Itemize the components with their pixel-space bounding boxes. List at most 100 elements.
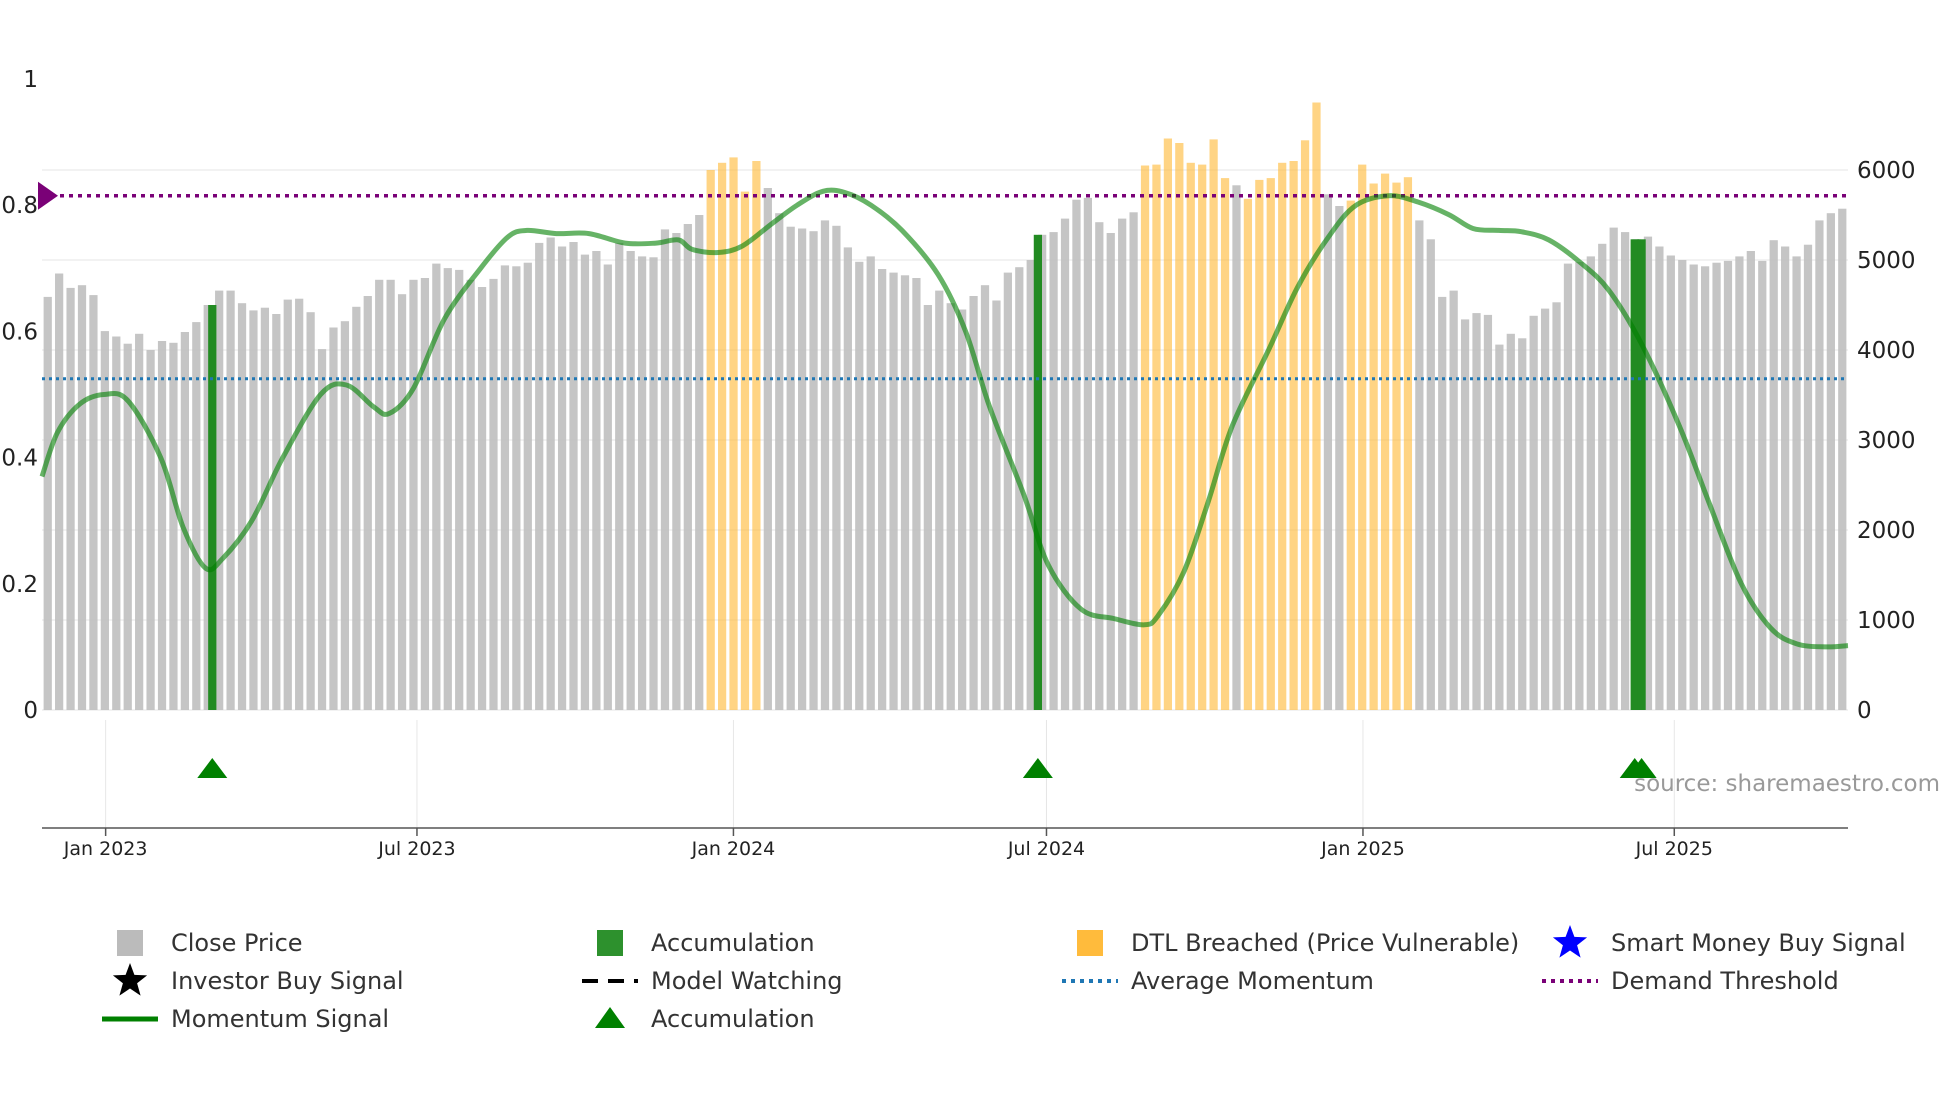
close-price-bar [1758,260,1767,710]
close-price-bar [1323,194,1333,711]
legend-square-icon [597,930,623,956]
close-price-bar [272,314,281,710]
close-price-bar [878,269,887,710]
right-axis-tick-label: 3000 [1857,428,1916,454]
bars-layer [43,102,1847,711]
left-axis-tick-label: 0.2 [1,572,38,598]
close-price-bar [66,287,75,710]
close-price-bar [1575,261,1584,710]
dtl-breached-bar [717,162,727,711]
close-price-bar [900,275,910,710]
close-price-bar [1838,208,1847,710]
legend-label: Demand Threshold [1611,967,1839,995]
legend-item: Average Momentum [1062,967,1374,995]
close-price-bar [649,257,658,710]
close-price-bar [340,321,350,710]
legend-item: DTL Breached (Price Vulnerable) [1077,929,1519,957]
accumulation-triangle-marker [1626,758,1657,778]
close-price-bar [1540,308,1550,710]
close-price-bar [1598,243,1607,711]
accumulation-bar [208,305,217,710]
close-price-bar [477,287,487,710]
close-price-bar [1506,333,1515,710]
close-price-bar [1095,222,1104,710]
close-price-bar [958,309,967,710]
close-price-bar [866,256,875,710]
close-price-bar [946,303,955,710]
dtl-breached-bar [1289,161,1298,710]
close-price-bar [512,266,521,710]
close-price-bar [1552,302,1561,710]
close-price-bar [1129,212,1138,711]
close-price-bar [592,251,601,710]
dtl-breached-bar [1312,102,1321,710]
close-price-bar [683,224,692,710]
close-price-bar [100,331,109,710]
close-price-bar [1426,239,1435,711]
close-price-bar [112,336,121,710]
right-axis-tick-label: 1000 [1857,608,1916,634]
dtl-breached-bar [1369,183,1378,710]
demand-threshold-marker [38,181,58,210]
close-price-bar [237,303,247,710]
legend-label: Investor Buy Signal [171,967,404,995]
close-price-bar [1781,246,1790,710]
close-price-bar [672,233,681,710]
close-price-bar [1438,296,1447,710]
close-price-bar [1655,246,1664,710]
x-axis-tick-label: Jul 2023 [377,838,455,860]
dtl-breached-bar [752,161,761,710]
dtl-breached-bar [1266,178,1275,711]
left-axis-tick-label: 0.8 [1,193,38,219]
close-price-bar [203,305,212,710]
dtl-breached-bar [1255,179,1264,710]
close-price-bar [1815,220,1824,710]
legend-item: Close Price [117,929,303,957]
close-price-bar [283,299,292,710]
accumulation-triangle-marker [1022,758,1053,778]
close-price-bar [1460,319,1470,710]
close-price-bar [1449,290,1458,710]
close-price-bar [637,256,647,710]
close-price-bar [969,296,978,710]
dtl-breached-bar [1278,162,1287,711]
close-price-bar [455,269,464,710]
close-price-bar [535,242,544,710]
legend-item: Momentum Signal [102,1005,389,1033]
right-axis-tick-label: 5000 [1857,248,1916,274]
close-price-bar [123,343,132,710]
close-price-bar [615,242,624,710]
right-axis-tick-label: 4000 [1857,338,1916,364]
legend-item: Demand Threshold [1542,967,1839,995]
close-price-bar [603,264,612,710]
close-price-bar [1723,260,1733,710]
legend-triangle-icon [595,1007,625,1028]
close-price-bar [146,350,155,710]
close-price-bar [1620,232,1630,710]
close-price-bar [1483,314,1493,710]
close-price-bar [1072,199,1081,710]
x-axis-tick-label: Jan 2024 [691,838,776,860]
close-price-bar [43,296,52,710]
legend-star-icon [1552,925,1588,958]
legend-label: Momentum Signal [171,1005,389,1033]
markers-layer [197,758,1657,778]
close-price-bar [1083,197,1092,710]
legend-label: DTL Breached (Price Vulnerable) [1131,929,1519,957]
close-price-bar [317,349,327,710]
close-price-bar [135,333,144,710]
close-price-bar [1678,260,1687,710]
close-price-bar [1118,218,1127,710]
close-price-bar [1792,256,1801,710]
close-price-bar [1803,244,1813,710]
close-price-bar [798,228,807,710]
accumulation-bar [1630,239,1639,711]
close-price-bar [169,342,178,710]
close-price-bar [500,265,510,710]
x-axis-tick-label: Jul 2025 [1635,838,1713,860]
close-price-bar [1415,220,1424,710]
legend-item: Smart Money Buy Signal [1552,925,1906,958]
close-price-bar [1518,338,1527,710]
